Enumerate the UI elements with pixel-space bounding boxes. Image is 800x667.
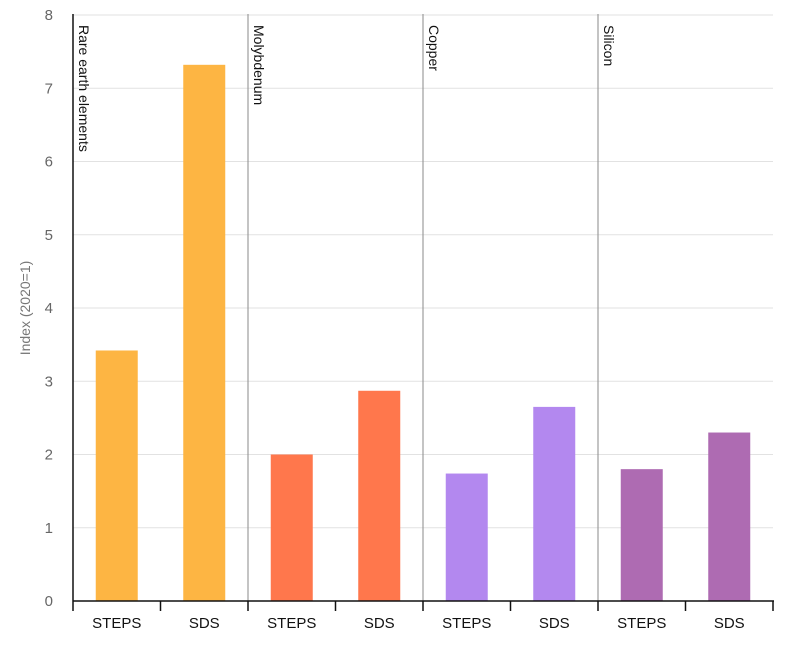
labels: 0 1 2 3 4 5 6 7 8 Rare earth elements STEPS SDS Moly… — [45, 7, 745, 632]
bar — [445, 473, 488, 601]
x-tick-label: STEPS — [92, 615, 141, 632]
y-tick-label: 3 — [45, 373, 53, 390]
x-tick-label: SDS — [539, 615, 570, 632]
bar — [183, 64, 226, 601]
bar — [95, 350, 138, 601]
bar — [358, 390, 401, 601]
y-tick-label: 5 — [45, 227, 53, 244]
x-tick-label: STEPS — [267, 615, 316, 632]
y-tick-label: 2 — [45, 447, 53, 464]
y-tick-label: 1 — [45, 520, 53, 537]
x-tick-label: STEPS — [617, 615, 666, 632]
y-axis-title: Index (2020=1) — [17, 261, 33, 356]
x-tick-label: SDS — [714, 615, 745, 632]
x-tick-label: SDS — [364, 615, 395, 632]
y-tick-label: 0 — [45, 593, 53, 610]
y-tick-label: 8 — [45, 7, 53, 24]
bar — [533, 406, 576, 601]
x-tick-label: SDS — [189, 615, 220, 632]
bar — [620, 469, 663, 601]
bar — [708, 432, 751, 601]
group-label: Silicon — [601, 25, 617, 66]
axes — [72, 14, 774, 611]
y-tick-label: 6 — [45, 154, 53, 171]
x-tick-label: STEPS — [442, 615, 491, 632]
group-label: Rare earth elements — [76, 25, 92, 152]
bars — [95, 64, 751, 601]
group-label: Copper — [426, 25, 442, 71]
group-label: Molybdenum — [251, 25, 267, 105]
bar — [270, 454, 313, 601]
y-tick-label: 4 — [45, 300, 53, 317]
y-tick-label: 7 — [45, 80, 53, 97]
